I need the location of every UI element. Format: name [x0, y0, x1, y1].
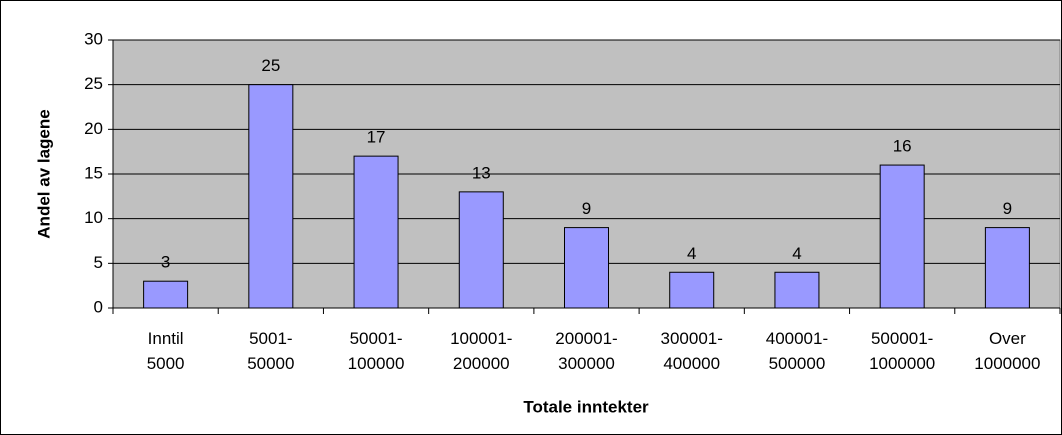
data-label: 9 [582, 199, 591, 218]
y-tick-label: 10 [84, 208, 103, 227]
x-tick-label: 100001- 200000 [450, 329, 513, 373]
bar [774, 271, 820, 309]
data-label: 4 [687, 244, 696, 263]
y-tick-label: 30 [84, 29, 103, 48]
y-tick-label: 5 [94, 253, 103, 272]
x-tick-label: Inntil 5000 [146, 329, 185, 373]
x-axis-title: Totale inntekter [523, 397, 649, 416]
x-tick-label: 5001- 50000 [247, 329, 295, 373]
data-label: 9 [1003, 199, 1012, 218]
y-tick-label: 15 [84, 163, 103, 182]
data-label: 25 [261, 56, 280, 75]
data-label: 3 [161, 253, 170, 272]
bar [143, 280, 189, 309]
data-label: 4 [792, 244, 801, 263]
bar [879, 164, 925, 309]
x-tick-label: 300001- 400000 [660, 329, 723, 373]
data-label: 17 [367, 128, 386, 147]
x-tick-label: 200001- 300000 [555, 329, 618, 373]
data-label: 16 [893, 137, 912, 156]
y-tick-label: 0 [94, 297, 103, 316]
x-tick-label: 50001- 100000 [347, 329, 405, 373]
bar [984, 227, 1030, 309]
y-tick-label: 20 [84, 119, 103, 138]
y-axis-title: Andel av lagene [34, 109, 53, 238]
bar [458, 191, 504, 309]
x-tick-label: Over 1000000 [974, 329, 1041, 373]
x-tick-label: 500001- 1000000 [869, 329, 936, 373]
y-tick-label: 25 [84, 74, 103, 93]
bar [248, 84, 294, 309]
bar [564, 227, 609, 309]
bar [669, 271, 715, 309]
data-label: 13 [472, 163, 491, 182]
bar [353, 155, 399, 309]
x-tick-label: 400001- 500000 [765, 329, 829, 373]
